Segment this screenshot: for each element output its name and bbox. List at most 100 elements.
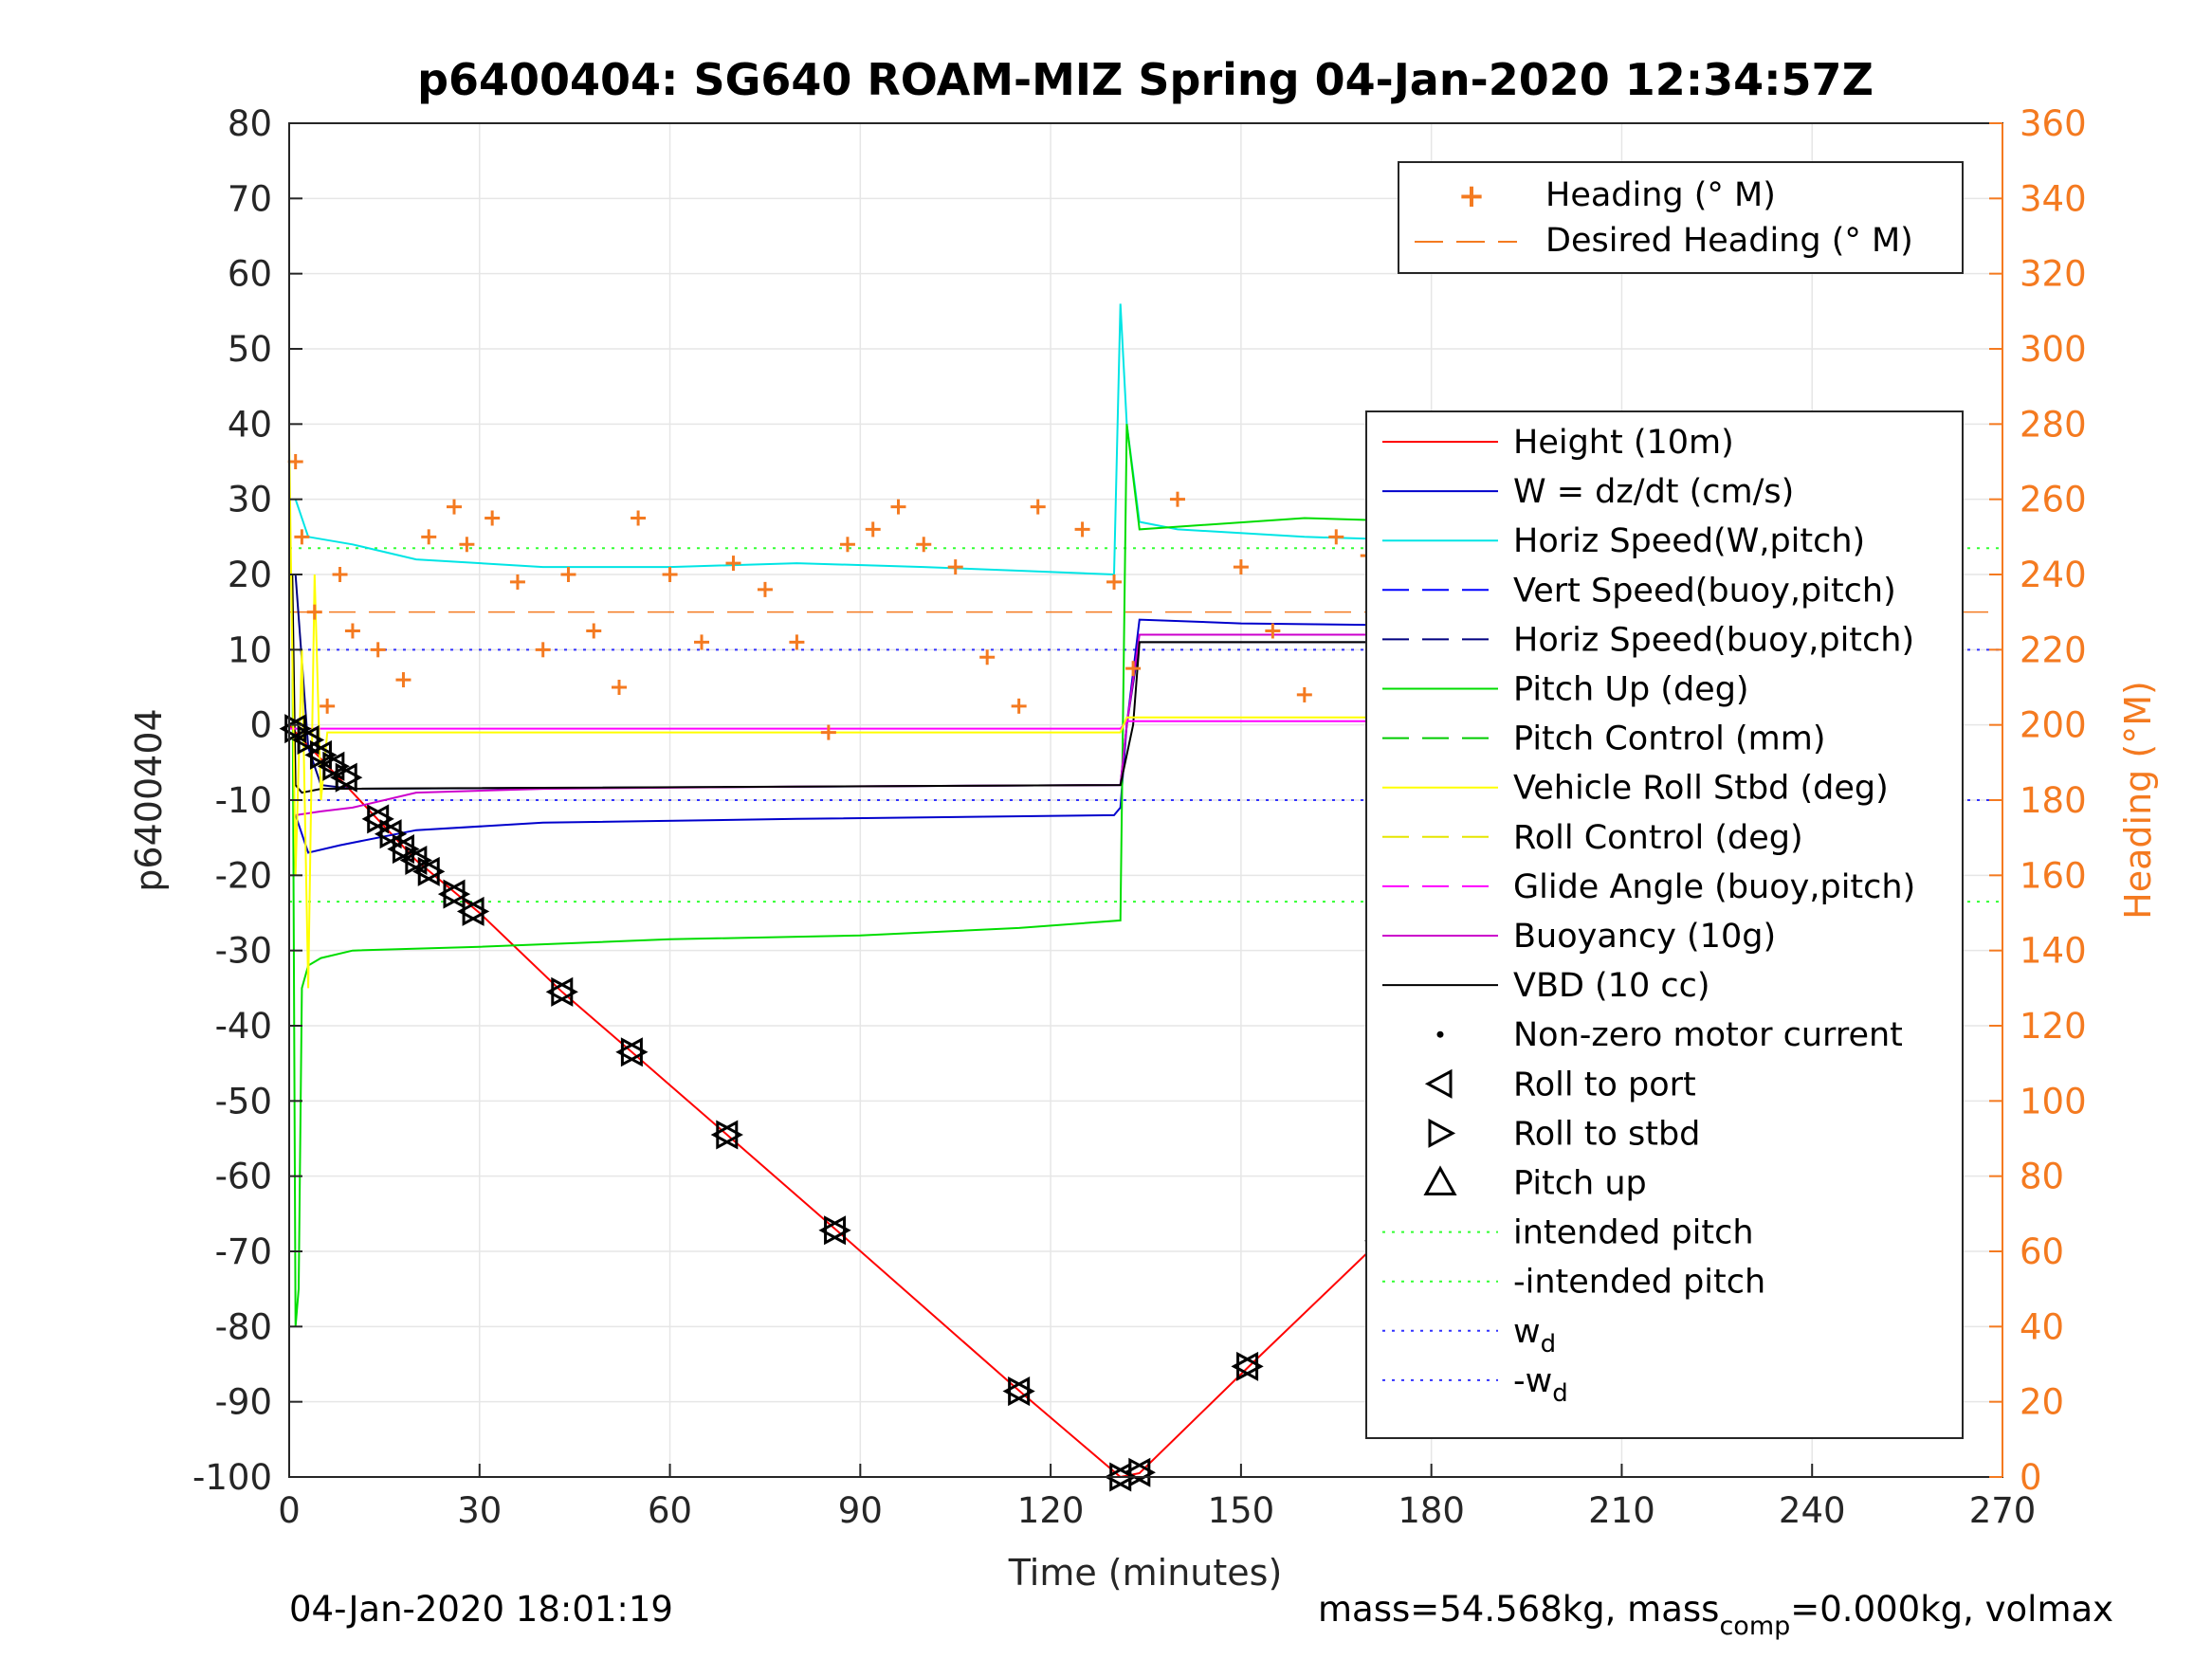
legend-label: intended pitch	[1513, 1214, 1754, 1252]
legend-entry: Non-zero motor current	[1436, 1016, 1903, 1054]
heading-point	[509, 574, 525, 590]
y-tick-label: -30	[215, 931, 272, 972]
y-tick-label: 10	[228, 629, 272, 670]
y-tick-label: 20	[228, 555, 272, 595]
roll-marker	[710, 1120, 743, 1150]
heading-point	[1125, 661, 1142, 677]
heading-point	[820, 724, 836, 740]
y2-tick-label: 200	[2020, 705, 2087, 746]
heading-point	[447, 499, 463, 515]
y2-axis-label: Heading (°M)	[2117, 681, 2159, 920]
legend-label: VBD (10 cc)	[1513, 967, 1710, 1005]
heading-point	[1074, 521, 1090, 538]
y-tick-label: 0	[249, 705, 272, 746]
x-tick-label: 210	[1588, 1490, 1655, 1531]
y-tick-label: -40	[215, 1006, 272, 1047]
roll-marker	[1231, 1351, 1264, 1381]
heading-point	[1233, 559, 1249, 575]
legend-entry: Glide Angle (buoy,pitch)	[1382, 868, 1915, 906]
legend-label: Horiz Speed(buoy,pitch)	[1513, 621, 1914, 659]
heading-point	[306, 604, 322, 620]
legend-entry: Roll Control (deg)	[1382, 819, 1803, 857]
legend-entry: Horiz Speed(W,pitch)	[1382, 522, 1865, 560]
heading-point	[631, 510, 647, 526]
y-tick-label: -20	[215, 855, 272, 896]
roll-marker	[1002, 1376, 1035, 1407]
roll-marker	[330, 762, 363, 793]
legend-entry: Vert Speed(buoy,pitch)	[1382, 572, 1896, 610]
y-tick-label: -90	[215, 1382, 272, 1423]
roll-marker	[615, 1037, 649, 1067]
legend-entry: Pitch Up (deg)	[1382, 671, 1749, 709]
legend-entry: Roll to stbd	[1428, 1115, 1700, 1153]
heading-point	[421, 529, 437, 545]
y-tick-label: 30	[228, 480, 272, 520]
heading-legend: + Heading (° M) Desired Heading (° M)	[1398, 161, 1964, 274]
footer-mass-text: mass=54.568kg, mass	[1318, 1589, 1720, 1630]
legend-label: Vehicle Roll Stbd (deg)	[1513, 770, 1889, 808]
y2-tick-label: 80	[2020, 1157, 2064, 1197]
heading-point	[694, 634, 710, 650]
y2-tick-label: 180	[2020, 780, 2087, 821]
footer-mass-subscript: comp	[1719, 1612, 1791, 1641]
legend-entry: Pitch Control (mm)	[1382, 720, 1825, 758]
heading-legend-marker: +	[1458, 177, 1486, 215]
heading-point	[1328, 529, 1344, 545]
y2-tick-label: 40	[2020, 1306, 2064, 1347]
legend-label: Glide Angle (buoy,pitch)	[1513, 868, 1915, 906]
x-tick-label: 120	[1017, 1490, 1085, 1531]
heading-point	[1030, 499, 1046, 515]
heading-point	[459, 537, 475, 553]
heading-point	[586, 623, 602, 639]
y2-tick-label: 20	[2020, 1382, 2064, 1423]
heading-point	[725, 556, 741, 572]
heading-point	[332, 567, 348, 582]
legend-entry: W = dz/dt (cm/s)	[1382, 473, 1794, 511]
y2-tick-label: 280	[2020, 404, 2087, 445]
legend-label: -intended pitch	[1513, 1264, 1765, 1302]
y2-tick-label: 300	[2020, 329, 2087, 370]
y-tick-label: 60	[228, 254, 272, 295]
legend-label: Pitch up	[1513, 1165, 1647, 1203]
legend-entry: Horiz Speed(buoy,pitch)	[1382, 621, 1914, 659]
roll-marker	[545, 976, 578, 1007]
heading-point	[789, 634, 805, 650]
y2-tick-label: 340	[2020, 178, 2087, 219]
y2-tick-label: 320	[2020, 254, 2087, 295]
y2-tick-label: 160	[2020, 855, 2087, 896]
heading-point	[344, 623, 360, 639]
roll-marker	[412, 856, 446, 886]
x-tick-label: 270	[1969, 1490, 2037, 1531]
heading-point	[612, 680, 628, 695]
y2-tick-label: 220	[2020, 629, 2087, 670]
x-tick-label: 240	[1779, 1490, 1846, 1531]
heading-point	[535, 642, 551, 658]
legend-label: Vert Speed(buoy,pitch)	[1513, 572, 1896, 610]
heading-point	[370, 642, 386, 658]
legend-entry: VBD (10 cc)	[1382, 967, 1710, 1005]
footer-mass-rest: =0.000kg, volmax	[1790, 1589, 2114, 1630]
legend-label: Pitch Up (deg)	[1513, 671, 1749, 709]
x-tick-label: 180	[1398, 1490, 1465, 1531]
y2-tick-label: 100	[2020, 1081, 2087, 1121]
y-tick-label: -80	[215, 1306, 272, 1347]
series-line-vbd	[291, 574, 1952, 794]
legend-entry: Height (10m)	[1382, 424, 1734, 462]
x-tick-label: 150	[1208, 1490, 1275, 1531]
legend-label: Height (10m)	[1513, 424, 1734, 462]
heading-point	[1265, 623, 1281, 639]
y2-ticks: 3603403203002802602402202001801601401201…	[1989, 103, 2087, 1498]
legend-label: Horiz Speed(W,pitch)	[1513, 522, 1865, 560]
heading-point	[1106, 574, 1123, 590]
roll-marker	[437, 879, 471, 909]
heading-point	[1169, 491, 1185, 507]
roll-marker	[456, 896, 490, 926]
y-tick-label: -60	[215, 1157, 272, 1197]
legend-label: W = dz/dt (cm/s)	[1513, 473, 1794, 511]
x-tick-label: 30	[457, 1490, 502, 1531]
x-tick-label: 0	[278, 1490, 301, 1531]
heading-point	[320, 698, 336, 714]
heading-point	[287, 454, 303, 469]
legend-label: Non-zero motor current	[1513, 1016, 1903, 1054]
reference-lines	[289, 547, 2002, 903]
